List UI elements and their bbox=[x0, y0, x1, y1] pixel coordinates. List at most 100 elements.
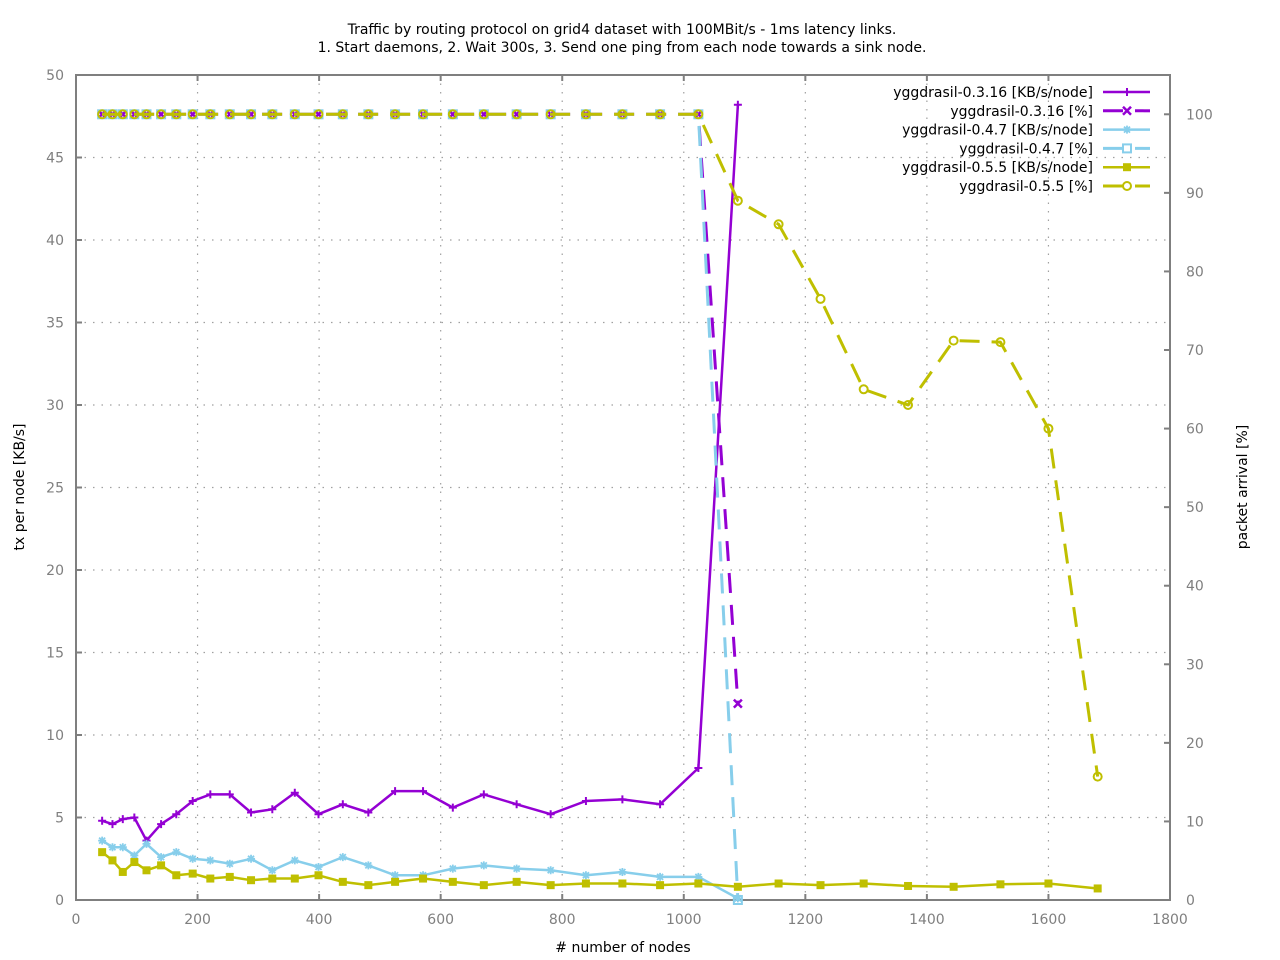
series-lines bbox=[97, 100, 1103, 905]
data-point bbox=[733, 100, 742, 109]
data-point bbox=[142, 839, 151, 848]
data-point bbox=[225, 859, 234, 868]
data-point bbox=[732, 895, 743, 905]
data-point bbox=[290, 874, 299, 883]
y2-tick-label: 0 bbox=[1186, 893, 1195, 909]
data-point bbox=[171, 109, 182, 120]
data-point bbox=[364, 881, 373, 890]
legend-label: yggdrasil-0.4.7 [KB/s/node] bbox=[902, 123, 1093, 139]
data-point bbox=[247, 876, 256, 885]
data-point bbox=[313, 109, 324, 120]
y2-tick-label: 70 bbox=[1186, 343, 1204, 359]
data-point bbox=[206, 874, 215, 883]
y-tick-label: 20 bbox=[46, 563, 64, 579]
data-point bbox=[546, 810, 555, 819]
series-0 bbox=[98, 100, 742, 845]
legend-marker bbox=[1122, 105, 1132, 116]
legend-item: yggdrasil-0.3.16 [KB/s/node] bbox=[893, 85, 1150, 101]
data-point bbox=[338, 800, 347, 809]
data-point bbox=[172, 848, 181, 857]
data-point bbox=[364, 808, 373, 817]
data-point bbox=[479, 861, 488, 870]
series-2 bbox=[98, 836, 742, 903]
x-tick-label: 800 bbox=[549, 912, 576, 928]
x-tick-label: 400 bbox=[306, 912, 333, 928]
data-point bbox=[225, 872, 234, 881]
data-point bbox=[618, 867, 627, 876]
data-point bbox=[98, 816, 107, 825]
legend-label: yggdrasil-0.5.5 [%] bbox=[959, 179, 1093, 195]
x-tick-label: 1600 bbox=[1031, 912, 1067, 928]
data-point bbox=[512, 864, 521, 873]
y2-tick-label: 40 bbox=[1186, 579, 1204, 595]
data-point bbox=[447, 109, 458, 120]
data-point bbox=[618, 879, 627, 888]
legend-label: yggdrasil-0.3.16 [%] bbox=[950, 104, 1093, 120]
data-point bbox=[205, 109, 216, 120]
axis-ticks: 0 200 400 600 800 1000 1200 1400 1600 18000510152… bbox=[46, 68, 1213, 928]
legend-marker bbox=[1122, 143, 1132, 154]
legend-marker bbox=[1123, 88, 1131, 96]
data-point bbox=[693, 109, 704, 120]
data-point bbox=[581, 797, 590, 805]
data-point bbox=[314, 871, 323, 880]
data-point bbox=[247, 854, 256, 863]
data-point bbox=[314, 863, 323, 871]
data-point bbox=[478, 109, 489, 120]
data-point bbox=[859, 879, 868, 888]
series-3 bbox=[97, 109, 743, 905]
data-point bbox=[97, 109, 108, 120]
data-point bbox=[141, 109, 152, 120]
y-tick-label: 25 bbox=[46, 481, 64, 497]
data-point bbox=[390, 109, 401, 120]
x-tick-label: 1200 bbox=[788, 912, 824, 928]
data-point bbox=[948, 335, 959, 346]
data-point bbox=[247, 808, 256, 817]
data-point bbox=[618, 795, 627, 804]
data-point bbox=[363, 109, 374, 120]
data-point bbox=[98, 848, 107, 857]
x-tick-label: 1000 bbox=[666, 912, 702, 928]
y-tick-label: 10 bbox=[46, 728, 64, 744]
data-point bbox=[774, 879, 783, 888]
data-point bbox=[338, 877, 347, 886]
data-point bbox=[188, 797, 197, 805]
data-point bbox=[694, 879, 703, 888]
data-point bbox=[949, 882, 958, 891]
series-1 bbox=[97, 109, 743, 709]
y-tick-label: 40 bbox=[46, 233, 64, 249]
data-point bbox=[108, 856, 117, 865]
data-point bbox=[418, 109, 429, 120]
data-point bbox=[858, 384, 869, 395]
y-axis-label: tx per node [KB/s] bbox=[12, 423, 28, 550]
data-point bbox=[337, 109, 348, 120]
data-point bbox=[268, 874, 277, 883]
legend-marker bbox=[1122, 181, 1132, 191]
legend: yggdrasil-0.3.16 [KB/s/node] yggdrasil-0.… bbox=[893, 85, 1150, 195]
y-tick-label: 5 bbox=[55, 811, 64, 827]
data-point bbox=[815, 293, 826, 304]
data-point bbox=[996, 880, 1005, 889]
data-point bbox=[656, 881, 665, 890]
data-point bbox=[391, 787, 400, 796]
data-point bbox=[130, 858, 139, 867]
x-tick-label: 200 bbox=[184, 912, 211, 928]
legend-item: yggdrasil-0.5.5 [%] bbox=[959, 179, 1150, 195]
y2-axis-label: packet arrival [%] bbox=[1235, 425, 1251, 550]
data-point bbox=[904, 881, 913, 890]
data-point bbox=[995, 337, 1006, 348]
y2-tick-label: 50 bbox=[1186, 500, 1204, 516]
data-point bbox=[142, 866, 151, 875]
data-point bbox=[224, 109, 235, 120]
data-point bbox=[108, 843, 117, 852]
data-point bbox=[157, 853, 166, 862]
legend-label: yggdrasil-0.3.16 [KB/s/node] bbox=[893, 85, 1093, 101]
data-point bbox=[816, 881, 825, 890]
data-point bbox=[419, 787, 428, 796]
data-point bbox=[188, 854, 197, 863]
chart-title-line-1: Traffic by routing protocol on grid4 dat… bbox=[347, 22, 897, 38]
y2-tick-label: 90 bbox=[1186, 186, 1204, 202]
grid-lines bbox=[76, 75, 1170, 900]
legend-marker bbox=[1123, 163, 1131, 172]
